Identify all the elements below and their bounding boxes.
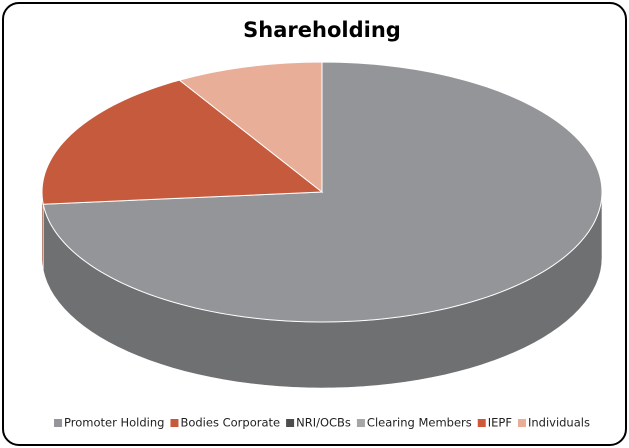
legend-label: IEPF [488,416,512,430]
slice [41,79,324,205]
legend-label: Individuals [528,416,590,430]
legend: Promoter Holding Bodies Corporate NRI/OCBs… [54,416,590,430]
legend-label: NRI/OCBs [296,416,351,430]
chart-title: Shareholding [243,18,401,42]
slice [178,61,323,194]
legend-swatch [477,419,486,427]
legend-swatch [286,419,295,427]
legend-swatch [517,419,526,427]
legend-swatch [170,419,179,427]
legend-label: Bodies Corporate [180,416,280,430]
legend-swatch [54,419,63,427]
legend-label: Promoter Holding [64,416,164,430]
legend-label: Clearing Members [367,416,472,430]
legend-swatch [356,419,365,427]
